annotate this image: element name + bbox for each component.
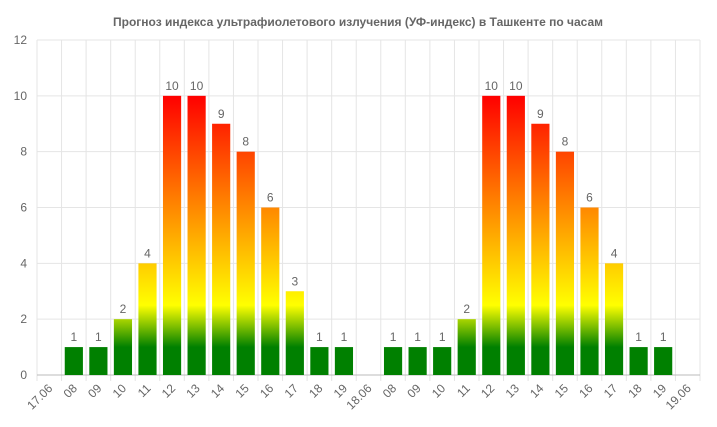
bar (604, 263, 624, 375)
data-label: 9 (537, 107, 544, 121)
x-tick-label: 13 (183, 381, 203, 401)
x-tick-label: 17 (282, 381, 302, 401)
data-label: 6 (586, 191, 593, 205)
data-label: 10 (165, 79, 179, 93)
data-label: 1 (439, 330, 446, 344)
x-tick-label: 18.06 (343, 381, 374, 412)
chart-title: Прогноз индекса ультрафиолетового излуче… (113, 15, 603, 29)
x-tick-label: 14 (527, 381, 547, 401)
y-tick-label: 8 (20, 145, 27, 159)
bar (162, 95, 182, 375)
x-tick-label: 09 (404, 381, 424, 401)
y-tick-label: 0 (20, 368, 27, 382)
data-label: 1 (316, 330, 323, 344)
x-tick-label: 14 (208, 381, 228, 401)
data-label: 10 (190, 79, 204, 93)
bar (64, 347, 83, 375)
data-label: 1 (635, 330, 642, 344)
data-label: 10 (485, 79, 499, 93)
y-tick-label: 4 (20, 256, 27, 270)
bar (89, 347, 108, 375)
x-tick-label: 16 (576, 381, 596, 401)
bar (433, 347, 452, 375)
x-tick-label: 11 (454, 381, 473, 400)
bar (285, 291, 304, 375)
y-tick-label: 2 (20, 312, 27, 326)
bar (482, 95, 501, 375)
x-tick-label: 11 (135, 381, 154, 400)
bar (383, 347, 403, 375)
bar (138, 263, 157, 375)
data-label: 1 (660, 330, 667, 344)
x-tick-label: 09 (85, 381, 105, 401)
bar (555, 151, 575, 375)
bar (334, 347, 354, 375)
bar (654, 347, 673, 375)
x-tick-label: 15 (232, 381, 252, 401)
bar (113, 319, 133, 375)
x-tick-label: 15 (552, 381, 572, 401)
data-label: 3 (291, 274, 298, 288)
bar (629, 347, 648, 375)
x-tick-label: 13 (503, 381, 523, 401)
x-tick-label: 08 (380, 381, 400, 401)
bar (506, 95, 525, 375)
bar (457, 319, 476, 375)
data-label: 2 (120, 302, 127, 316)
y-tick-label: 6 (20, 201, 27, 215)
bar (212, 123, 231, 375)
x-tick-label: 18 (625, 381, 645, 401)
x-tick-label: 17 (601, 381, 621, 401)
x-tick-label: 10 (110, 381, 130, 401)
bar (310, 347, 329, 375)
bar (580, 207, 599, 375)
bar (236, 151, 255, 375)
data-label: 8 (242, 135, 249, 149)
data-label: 1 (70, 330, 77, 344)
x-tick-label: 10 (429, 381, 449, 401)
bar (531, 123, 550, 375)
data-label: 10 (509, 79, 523, 93)
x-tick-label: 12 (478, 381, 498, 401)
bar (408, 347, 427, 375)
data-label: 8 (562, 135, 569, 149)
y-tick-label: 12 (14, 33, 28, 47)
x-tick-label: 18 (306, 381, 326, 401)
data-label: 6 (267, 191, 274, 205)
bar (187, 95, 206, 375)
bar (261, 207, 280, 375)
x-tick-label: 19.06 (663, 381, 694, 412)
x-tick-label: 17.06 (24, 381, 55, 412)
data-label: 1 (390, 330, 397, 344)
x-tick-label: 08 (61, 381, 81, 401)
data-label: 1 (341, 330, 348, 344)
data-label: 4 (144, 246, 151, 260)
y-tick-label: 10 (14, 89, 28, 103)
data-label: 1 (414, 330, 421, 344)
data-label: 1 (95, 330, 102, 344)
x-tick-label: 16 (257, 381, 277, 401)
x-tick-label: 12 (159, 381, 179, 401)
data-label: 2 (463, 302, 470, 316)
data-label: 9 (218, 107, 225, 121)
data-label: 4 (611, 246, 618, 260)
